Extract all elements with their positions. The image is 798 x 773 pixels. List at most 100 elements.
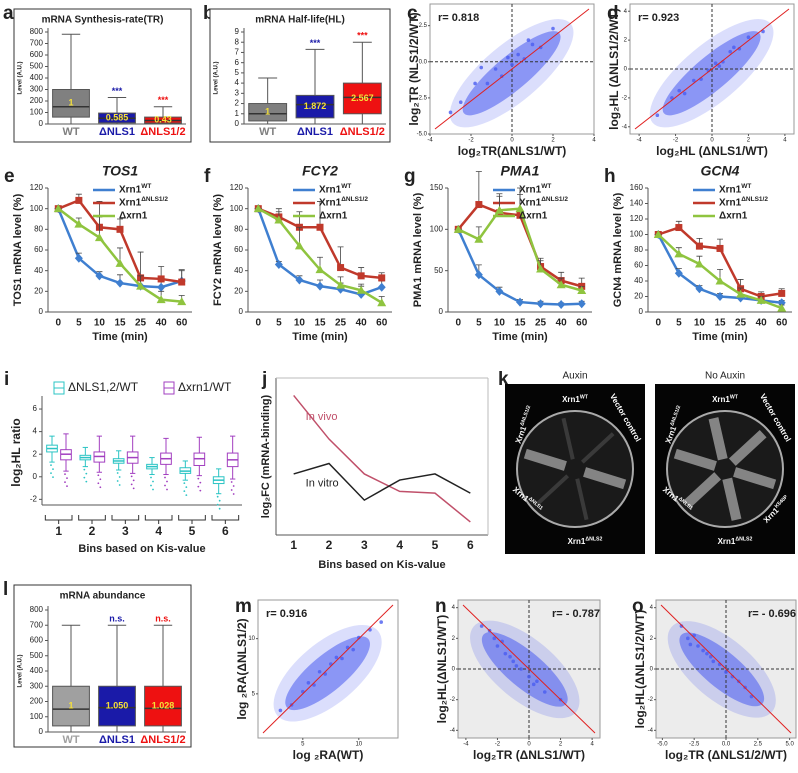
legend-label-text: Xrn1 — [519, 185, 542, 196]
point — [458, 100, 463, 105]
point — [274, 259, 283, 269]
bin-bracket — [178, 515, 206, 524]
x-tick-label: 5 — [301, 742, 305, 748]
legend-label: Δxrn1 — [319, 211, 348, 222]
y-tick-label: 80 — [234, 224, 243, 233]
chart-title: GCN4 — [701, 163, 740, 179]
x-axis-label: log₂TR (ΔNLS1/WT) — [473, 748, 585, 762]
y-tick-label: -2 — [30, 494, 38, 503]
y-tick-label: 2 — [452, 636, 456, 642]
y-tick-label: 300 — [30, 681, 44, 690]
significance: *** — [158, 95, 169, 105]
x-tick-label: 25 — [135, 318, 147, 329]
outlier-decor — [132, 479, 135, 482]
x-tick-label: 40 — [756, 318, 768, 329]
point — [577, 286, 587, 295]
x-tick-label: 10 — [294, 318, 306, 329]
point — [717, 64, 722, 68]
x-tick-label: -5.0 — [657, 742, 668, 748]
x-tick-label: 60 — [176, 318, 188, 329]
y-tick-label: 7 — [235, 48, 240, 57]
x-tick-label: 4 — [396, 538, 403, 552]
panel-letter: a — [3, 3, 14, 24]
y-tick-label: 0 — [624, 67, 628, 73]
y-tick-label: 140 — [630, 199, 644, 208]
x-axis-label: Bins based on Kis-value — [318, 559, 445, 571]
ratio-label: 0.43 — [154, 114, 172, 124]
panel-letter: f — [204, 166, 211, 187]
point — [357, 272, 365, 280]
plate-label: Xrn1 ΔNLS2 — [718, 537, 753, 547]
box — [295, 94, 335, 119]
legend-label-sup: ΔNLS1/2 — [541, 196, 568, 203]
outlier-decor — [99, 478, 102, 481]
point — [503, 651, 508, 656]
y-tick-label: 2 — [33, 449, 38, 458]
x-tick-label: 0 — [510, 138, 514, 144]
fit-line — [462, 604, 596, 734]
y-axis-label: log₂FC (mRNA-binding) — [260, 394, 272, 518]
x-tick-label: 2 — [551, 138, 555, 144]
legend-label: Δxrn1 — [719, 211, 748, 222]
y-tick-label: 120 — [630, 214, 644, 223]
y-tick-label: 0 — [452, 667, 456, 673]
outlier-decor — [130, 475, 133, 478]
chart-title: PMA1 — [501, 163, 540, 179]
streak — [523, 448, 567, 471]
plate-label-sup: ΔNLS2 — [735, 537, 752, 543]
outlier-decor — [150, 484, 152, 487]
point — [705, 651, 709, 656]
outlier-decor — [116, 472, 119, 474]
x-tick-label: 5 — [432, 538, 439, 552]
x-tick-label: 2 — [559, 742, 563, 748]
point — [337, 264, 345, 272]
point — [115, 258, 125, 267]
x-tick-label: -4 — [427, 138, 433, 144]
y-tick-label: 9 — [235, 27, 240, 36]
x-axis-label: Bins based on Kis-value — [78, 543, 205, 555]
outlier-decor — [52, 476, 54, 478]
legend-label: Xrn1 WT — [719, 183, 751, 195]
x-axis-label: log₂HL (ΔNLS1/WT) — [656, 144, 768, 158]
outlier-decor — [185, 486, 188, 489]
outlier-decor — [116, 480, 119, 482]
x-tick-label: ΔNLS1 — [297, 126, 333, 138]
point — [334, 655, 339, 660]
outlier-decor — [150, 476, 152, 479]
plate — [516, 410, 634, 528]
outlier-decor — [166, 480, 168, 483]
outlier-decor — [216, 503, 219, 506]
x-tick-label: 2.5 — [754, 742, 763, 748]
y-tick-label: -2.5 — [417, 95, 428, 101]
outlier-decor — [166, 488, 168, 491]
x-tick-label: 40 — [556, 318, 568, 329]
y-tick-label: -2 — [648, 697, 654, 703]
point — [253, 204, 263, 213]
x-tick-label: 5 — [189, 524, 196, 538]
x-tick-label: 5 — [476, 318, 482, 329]
streak — [575, 478, 589, 521]
point — [53, 204, 63, 213]
point — [473, 81, 477, 86]
outlier-decor — [152, 488, 154, 491]
x-tick-label: 5 — [676, 318, 682, 329]
point — [736, 289, 746, 298]
y-axis-label: PMA1 mRNA level (%) — [412, 192, 424, 307]
outlier-decor — [164, 484, 166, 487]
chart-title: mRNA abundance — [60, 591, 146, 602]
point — [479, 65, 484, 70]
outlier-decor — [164, 476, 166, 479]
y-tick-label: 400 — [30, 73, 44, 82]
x-tick-label: 4 — [155, 524, 162, 538]
outlier-decor — [216, 495, 219, 498]
plate-label-text: Xrn1 — [718, 537, 736, 546]
point — [74, 219, 84, 228]
x-axis-label: log ₂RA(WT) — [293, 748, 364, 762]
x-tick-label: 0 — [256, 318, 262, 329]
y-tick-label: 80 — [634, 245, 643, 254]
panel-letter: b — [203, 3, 215, 24]
point — [316, 281, 324, 291]
y-tick-label: 100 — [230, 204, 244, 213]
x-tick-label: 6 — [222, 524, 229, 538]
